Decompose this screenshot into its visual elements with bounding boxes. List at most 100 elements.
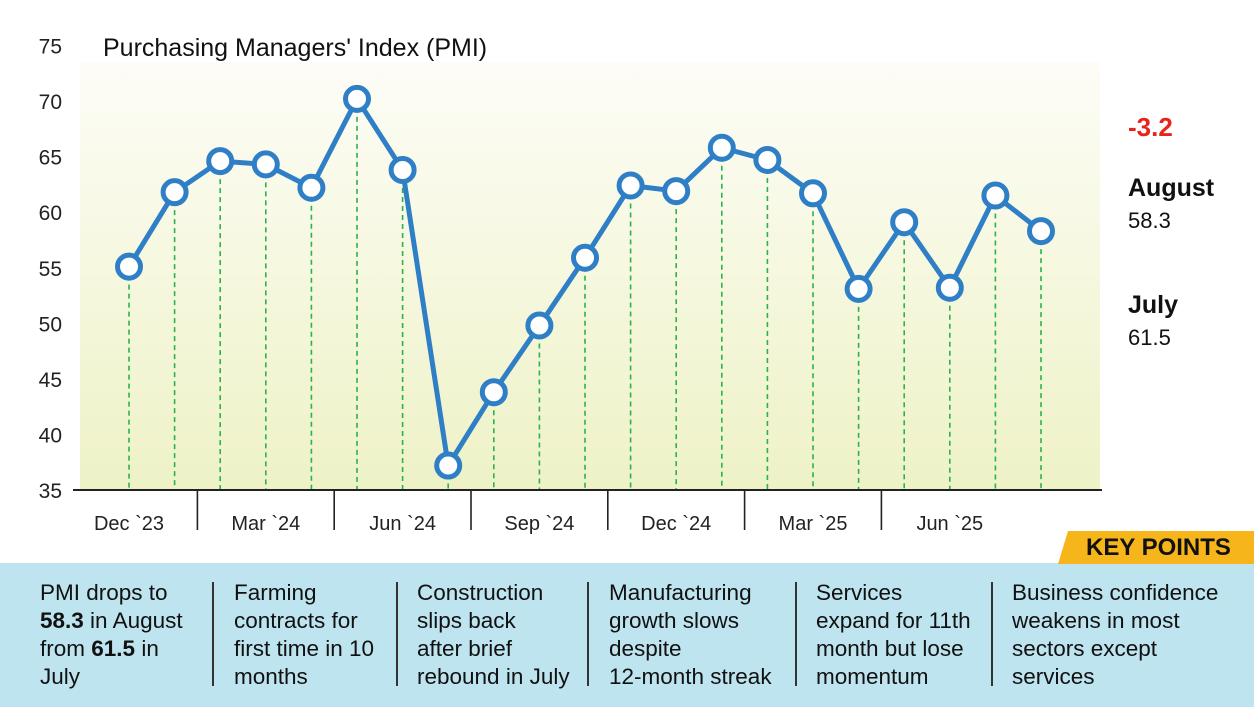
- y-axis: 35 40 45 50 55 60 65 70 75: [39, 36, 62, 504]
- y-tick-label: 60: [39, 202, 62, 225]
- data-point: [388, 155, 417, 184]
- key-point-line: from 61.5 in: [40, 635, 183, 663]
- x-tick-label: Dec `23: [94, 513, 164, 535]
- key-point-text: July: [40, 664, 81, 689]
- key-points-title: KEY POINTS: [1086, 534, 1231, 561]
- key-point-item: Manufacturing growth slows despite 12-month…: [609, 579, 772, 691]
- current-month-value: 58.3: [1128, 208, 1171, 233]
- data-point: [753, 145, 782, 174]
- y-tick-label: 35: [39, 480, 62, 503]
- key-point-line: 58.3 in August: [40, 607, 183, 635]
- key-point-divider: [396, 582, 398, 686]
- key-point-divider: [991, 582, 993, 686]
- key-point-line: services: [1012, 663, 1218, 691]
- data-point: [1027, 217, 1055, 246]
- key-point-divider: [587, 582, 589, 686]
- key-point-line: sectors except: [1012, 635, 1218, 663]
- data-point: [707, 133, 736, 162]
- y-tick-label: 45: [39, 369, 62, 392]
- key-point-line: weakens in most: [1012, 607, 1218, 635]
- key-point-line: PMI drops to: [40, 579, 183, 607]
- data-point: [206, 147, 235, 176]
- previous-month-label: July: [1128, 291, 1179, 319]
- data-point: [297, 173, 326, 202]
- key-point-text: Business confidence: [1012, 580, 1219, 605]
- key-point-line: 12-month streak: [609, 663, 772, 691]
- data-point: [160, 178, 189, 207]
- key-point-text: from: [40, 636, 92, 661]
- previous-month-value: 61.5: [1128, 325, 1171, 350]
- key-point-divider: [795, 582, 797, 686]
- data-point: [844, 274, 873, 303]
- key-point-line: July: [40, 663, 183, 691]
- key-point-text: Farming: [234, 580, 317, 605]
- data-point: [115, 252, 143, 281]
- y-tick-label: 70: [39, 91, 62, 114]
- x-tick-label: Dec `24: [641, 513, 711, 535]
- data-point: [525, 311, 554, 340]
- key-point-text: 12-month streak: [609, 664, 772, 689]
- chart-title: Purchasing Managers' Index (PMI): [103, 34, 487, 62]
- key-point-text: weakens in most: [1012, 608, 1180, 633]
- y-tick-label: 40: [39, 424, 62, 447]
- data-points: [115, 84, 1055, 480]
- drop-lines: [128, 98, 1042, 490]
- key-point-item: Construction slips back after brief rebound…: [417, 579, 570, 691]
- key-point-text: services: [1012, 664, 1095, 689]
- key-point-line: Business confidence: [1012, 579, 1218, 607]
- key-point-text: momentum: [816, 664, 929, 689]
- y-tick-label: 50: [39, 313, 62, 336]
- key-point-text: despite: [609, 636, 682, 661]
- key-points-panel: [0, 563, 1254, 707]
- key-point-text: contracts for: [234, 608, 358, 633]
- key-point-text: first time in 10: [234, 636, 375, 661]
- current-month-label: August: [1128, 174, 1215, 202]
- x-tick-label: Jun `25: [916, 513, 983, 535]
- data-point: [799, 179, 827, 208]
- key-point-text: rebound in July: [417, 664, 570, 689]
- data-point: [251, 150, 280, 179]
- key-point-highlight: 58.3: [40, 608, 84, 633]
- data-point: [616, 171, 645, 200]
- data-point: [935, 273, 964, 302]
- y-tick-label: 75: [39, 36, 62, 59]
- y-tick-label: 55: [39, 258, 62, 281]
- key-point-text: PMI drops to: [40, 580, 168, 605]
- key-point-divider: [212, 582, 214, 686]
- key-point-text: Manufacturing: [609, 580, 752, 605]
- key-point-text: months: [234, 664, 308, 689]
- key-point-line: expand for 11th: [816, 607, 971, 635]
- key-point-item: PMI drops to 58.3 in August from 61.5 in Ju…: [40, 579, 183, 691]
- key-point-item: Farming contracts for first time in 10 mont…: [234, 579, 374, 691]
- x-axis: Dec `23 Mar `24 Jun `24 Sep `24 Dec `24 Mar `…: [94, 490, 983, 535]
- key-points-tab: KEY POINTS: [1058, 531, 1254, 564]
- key-point-line: rebound in July: [417, 663, 570, 691]
- key-point-text: sectors except: [1012, 636, 1158, 661]
- key-point-text: after brief: [417, 636, 513, 661]
- pmi-line-chart: 35 40 45 50 55 60 65 70 75 Purchasing Managers' …: [39, 34, 1102, 535]
- key-point-line: contracts for: [234, 607, 374, 635]
- key-point-line: Manufacturing: [609, 579, 772, 607]
- data-point: [571, 243, 599, 272]
- data-point: [434, 451, 463, 480]
- data-point: [479, 378, 508, 407]
- x-tick-label: Mar `24: [231, 513, 300, 535]
- key-point-item: Business confidence weakens in most sector…: [1012, 579, 1218, 691]
- key-point-text: expand for 11th: [816, 608, 971, 633]
- y-tick-label: 65: [39, 147, 62, 170]
- key-point-line: first time in 10: [234, 635, 374, 663]
- key-point-text: Services: [816, 580, 903, 605]
- x-tick-label: Jun `24: [369, 513, 436, 535]
- key-point-line: Construction: [417, 579, 570, 607]
- key-point-text: in August: [83, 608, 183, 633]
- plot-background: [80, 62, 1100, 490]
- key-point-line: growth slows: [609, 607, 772, 635]
- key-point-text: growth slows: [609, 608, 740, 633]
- key-point-text: month but lose: [816, 636, 964, 661]
- key-point-line: after brief: [417, 635, 570, 663]
- x-tick-label: Sep `24: [504, 513, 574, 535]
- data-point: [890, 208, 919, 237]
- data-point: [662, 177, 691, 206]
- key-point-line: month but lose: [816, 635, 971, 663]
- key-point-line: months: [234, 663, 374, 691]
